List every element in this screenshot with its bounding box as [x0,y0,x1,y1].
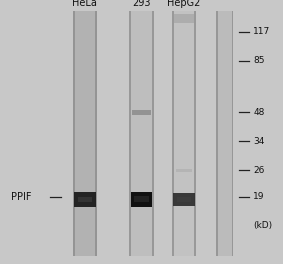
Bar [232,11,233,256]
Text: (kD): (kD) [253,221,273,230]
Text: PPIF: PPIF [11,192,32,202]
Bar [173,193,195,206]
Text: 293: 293 [132,0,151,8]
Bar [216,11,233,256]
Bar [172,11,173,256]
Bar [134,196,149,202]
Bar [131,192,152,207]
Bar [172,11,196,256]
Text: 19: 19 [253,192,265,201]
Bar [177,197,190,202]
Text: HeLa: HeLa [72,0,97,8]
Bar [174,14,194,23]
Bar [132,110,151,115]
Bar [216,11,218,256]
Text: 26: 26 [253,166,265,175]
Bar [95,11,97,256]
Text: 48: 48 [253,108,265,117]
Text: 117: 117 [253,27,271,36]
Bar [78,197,91,202]
Bar [74,192,96,206]
Text: 34: 34 [253,137,265,146]
Bar [175,169,192,172]
Bar [152,11,153,256]
Bar [73,11,74,256]
Bar [129,11,131,256]
Bar [129,11,153,256]
Bar [194,11,196,256]
Text: HepG2: HepG2 [167,0,201,8]
Text: 85: 85 [253,56,265,65]
Bar [73,11,97,256]
